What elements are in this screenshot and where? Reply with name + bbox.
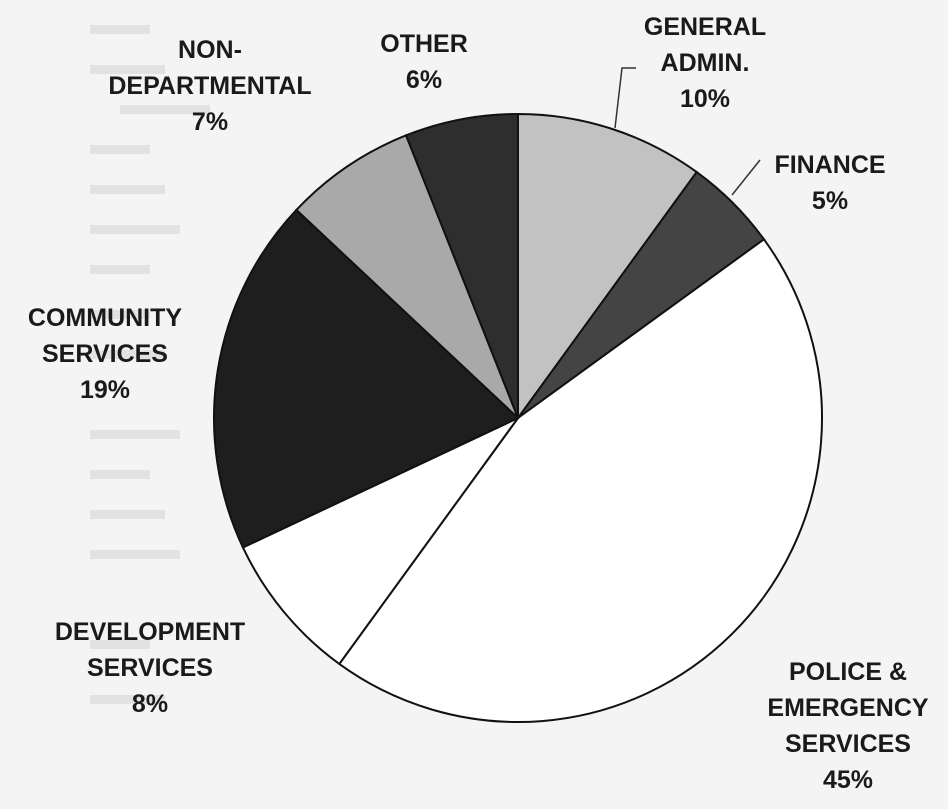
- bleed-through-mark: [90, 350, 165, 359]
- bleed-through-mark: [90, 470, 150, 479]
- pie-slice: [337, 237, 823, 723]
- bleed-through-mark: [90, 225, 180, 234]
- slice-name-label: SERVICES: [87, 654, 213, 682]
- slice-name-label: OTHER: [380, 30, 468, 58]
- slice-name-label: SERVICES: [785, 730, 911, 758]
- slice-label: POLICE & EMERGENCY SERVICES 45%: [767, 658, 928, 794]
- slice-label: GENERAL ADMIN. 10%: [644, 13, 766, 113]
- bleed-through-mark: [90, 145, 150, 154]
- slice-name-label: POLICE &: [789, 658, 907, 686]
- slice-percent-label: 8%: [132, 690, 168, 718]
- slice-label: FINANCE 5%: [774, 151, 885, 215]
- slice-name-label: EMERGENCY: [767, 694, 928, 722]
- slice-name-label: COMMUNITY: [28, 304, 182, 332]
- slice-percent-label: 10%: [680, 85, 730, 113]
- leader-lines: [614, 67, 761, 196]
- slice-name-label: NON-: [178, 36, 242, 64]
- slice-name-label: DEVELOPMENT: [55, 618, 245, 646]
- slice-percent-label: 6%: [406, 66, 442, 94]
- slice-percent-label: 45%: [823, 766, 873, 794]
- pie-slice: [517, 112, 699, 422]
- bleed-through-mark: [90, 65, 165, 74]
- bleed-through-mark: [90, 185, 165, 194]
- slice-name-label: FINANCE: [774, 151, 885, 179]
- bleed-through-mark: [90, 310, 150, 319]
- slice-label: NON- DEPARTMENTAL 7%: [108, 36, 311, 136]
- bleed-through-mark: [90, 430, 180, 439]
- bleed-through-mark: [90, 640, 150, 649]
- slice-label: OTHER 6%: [380, 30, 468, 94]
- bleed-through-mark: [90, 550, 180, 559]
- bleed-through-mark: [90, 25, 150, 34]
- slice-label: COMMUNITY SERVICES 19%: [28, 304, 182, 404]
- slice-name-label: DEPARTMENTAL: [108, 72, 311, 100]
- slice-name-label: SERVICES: [42, 340, 168, 368]
- leader-line: [614, 67, 636, 129]
- slice-name-label: ADMIN.: [661, 49, 750, 77]
- slice-name-label: GENERAL: [644, 13, 766, 41]
- pie-slice: [294, 134, 519, 419]
- slice-percent-label: 19%: [80, 376, 130, 404]
- pie-slice: [404, 112, 519, 419]
- slice-percent-label: 5%: [812, 187, 848, 215]
- slice-labels: GENERAL ADMIN. 10% FINANCE 5% POLICE & EMERGEN…: [28, 13, 929, 794]
- leader-line: [731, 159, 761, 196]
- bleed-through-mark: [90, 695, 165, 704]
- slice-label: DEVELOPMENT SERVICES 8%: [55, 618, 245, 718]
- pie-slices: [213, 112, 823, 723]
- bleed-through-mark: [90, 510, 165, 519]
- slice-percent-label: 7%: [192, 108, 228, 136]
- bleed-through-mark: [90, 265, 150, 274]
- pie-slice: [213, 208, 520, 549]
- bleed-through-mark: [120, 105, 210, 114]
- pie-slice: [241, 417, 519, 666]
